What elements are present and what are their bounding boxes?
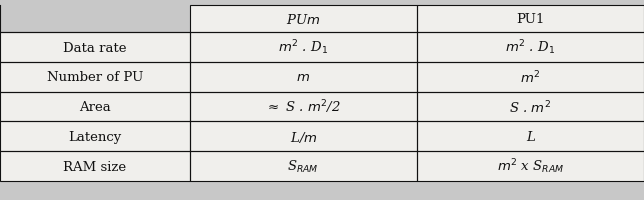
Text: $m$: $m$ xyxy=(296,71,310,84)
Bar xyxy=(0,92,190,122)
Text: RAM size: RAM size xyxy=(63,160,127,173)
Bar xyxy=(0,33,190,63)
Bar xyxy=(0,33,190,63)
Bar xyxy=(417,63,644,92)
Bar xyxy=(190,6,417,33)
Bar xyxy=(0,151,190,181)
Text: $m^2$ . D$_1$: $m^2$ . D$_1$ xyxy=(278,38,328,57)
Bar xyxy=(190,151,417,181)
Bar xyxy=(417,122,644,151)
Bar xyxy=(190,122,417,151)
Bar xyxy=(0,151,190,181)
Bar xyxy=(417,122,644,151)
Text: L: L xyxy=(526,130,535,143)
Bar xyxy=(417,92,644,122)
Bar xyxy=(190,63,417,92)
Text: Area: Area xyxy=(79,101,111,113)
Text: PU1: PU1 xyxy=(516,13,545,26)
Text: Latency: Latency xyxy=(68,130,122,143)
Bar xyxy=(417,6,644,33)
Text: $m^2$ . D$_1$: $m^2$ . D$_1$ xyxy=(506,38,555,57)
Bar xyxy=(417,151,644,181)
Bar xyxy=(190,151,417,181)
Bar xyxy=(190,92,417,122)
Bar xyxy=(190,6,417,33)
Bar xyxy=(190,33,417,63)
Bar xyxy=(190,92,417,122)
Text: PU$m$: PU$m$ xyxy=(286,13,321,26)
Text: S . $m^2$: S . $m^2$ xyxy=(509,99,551,115)
Bar xyxy=(0,122,190,151)
Bar xyxy=(417,151,644,181)
Bar xyxy=(417,92,644,122)
Text: L/$m$: L/$m$ xyxy=(290,129,317,144)
Text: Number of PU: Number of PU xyxy=(47,71,143,84)
Text: $m^2$ x S$_{RAM}$: $m^2$ x S$_{RAM}$ xyxy=(497,157,564,176)
Bar xyxy=(417,6,644,33)
Bar xyxy=(417,63,644,92)
Bar xyxy=(190,63,417,92)
Text: $m^2$: $m^2$ xyxy=(520,69,540,86)
Text: S$_{RAM}$: S$_{RAM}$ xyxy=(287,158,319,174)
Bar xyxy=(417,33,644,63)
Bar xyxy=(417,33,644,63)
Bar xyxy=(0,63,190,92)
Text: $\approx$ S . $m^2$/2: $\approx$ S . $m^2$/2 xyxy=(265,98,341,116)
Bar xyxy=(0,92,190,122)
Bar xyxy=(0,63,190,92)
Text: Data rate: Data rate xyxy=(63,41,127,54)
Bar xyxy=(190,122,417,151)
Bar xyxy=(190,33,417,63)
Bar xyxy=(0,122,190,151)
